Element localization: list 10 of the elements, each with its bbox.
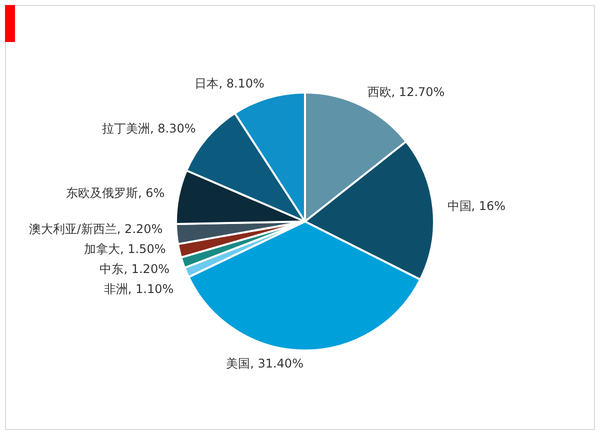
slice-label: 中东, 1.20% [100, 262, 170, 276]
slice-label: 日本, 8.10% [194, 76, 264, 90]
slice-label: 加拿大, 1.50% [84, 242, 166, 256]
slice-label: 澳大利亚/新西兰, 2.20% [28, 222, 163, 236]
slice-label: 中国, 16% [447, 199, 506, 214]
slice-label: 拉丁美洲, 8.30% [102, 121, 196, 136]
slice-label: 西欧, 12.70% [367, 84, 445, 99]
slice-label: 非洲, 1.10% [104, 282, 174, 296]
slice-label: 美国, 31.40% [226, 356, 304, 371]
slice-label: 东欧及俄罗斯, 6% [66, 186, 165, 200]
